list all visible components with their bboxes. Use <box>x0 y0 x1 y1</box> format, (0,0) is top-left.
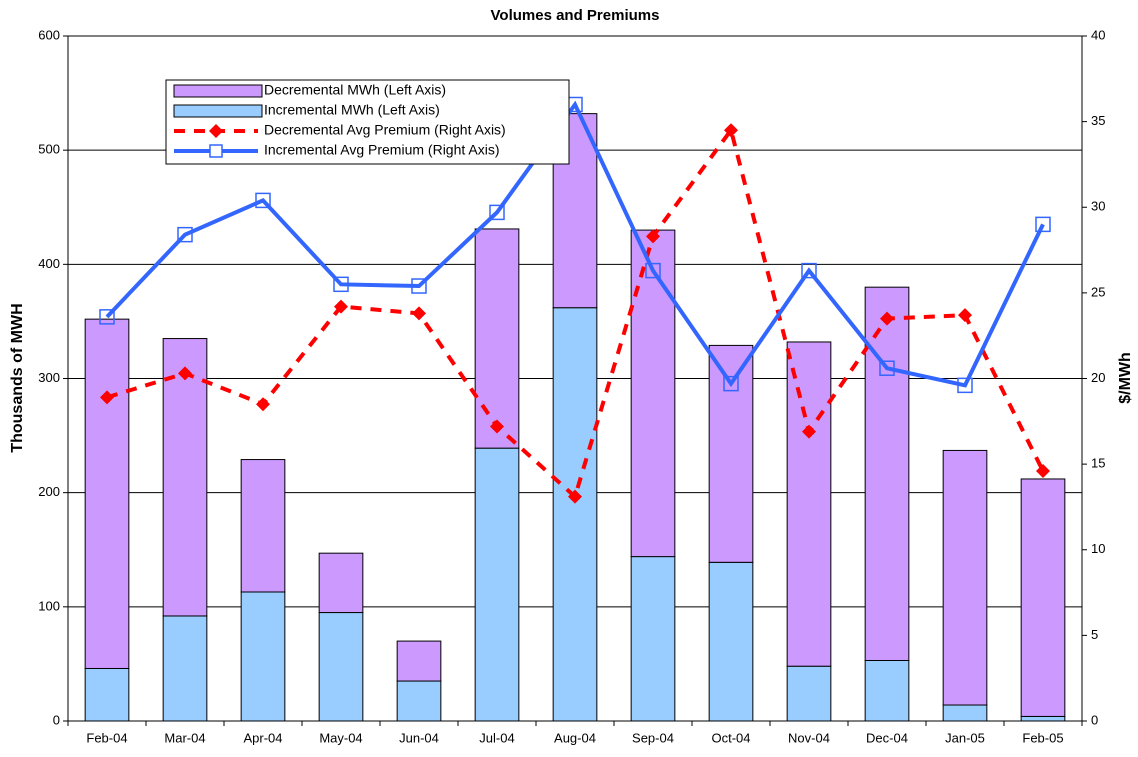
bar <box>942 704 988 722</box>
y-axis-title: Thousands of MWH <box>9 303 26 452</box>
marker <box>1036 463 1050 478</box>
bar <box>630 556 676 722</box>
x-tick-label: Dec-04 <box>866 730 908 745</box>
marker <box>334 299 348 314</box>
x-tick-label: Aug-04 <box>554 730 596 745</box>
x-tick-label: Jan-05 <box>945 730 985 745</box>
marker <box>802 424 816 439</box>
bar <box>630 229 676 558</box>
marker <box>412 306 426 321</box>
bar <box>396 680 442 722</box>
y2-axis-title: $/MWh <box>1117 352 1134 404</box>
y2-tick-label: 20 <box>1091 370 1105 385</box>
y-tick-label: 100 <box>38 598 60 613</box>
y-tick-label: 200 <box>38 484 60 499</box>
bar <box>708 344 754 563</box>
y-tick-label: 600 <box>38 27 60 42</box>
y-tick-label: 500 <box>38 142 60 157</box>
bar <box>786 341 832 667</box>
bar <box>162 338 208 617</box>
x-tick-label: Oct-04 <box>711 730 750 745</box>
bar <box>240 591 286 722</box>
x-tick-label: Apr-04 <box>243 730 282 745</box>
legend-marker <box>209 144 223 158</box>
marker <box>333 276 349 293</box>
y-tick-label: 400 <box>38 256 60 271</box>
x-tick-label: Sep-04 <box>632 730 674 745</box>
legend: Decremental MWh (Left Axis) Incremental M… <box>165 79 570 165</box>
marker <box>489 204 505 221</box>
bar <box>552 307 598 722</box>
marker <box>178 366 192 381</box>
marker <box>1035 216 1051 233</box>
x-tick-label: Feb-04 <box>86 730 127 745</box>
marker <box>645 262 661 279</box>
bar <box>864 659 910 722</box>
marker <box>256 397 270 412</box>
bar <box>864 286 910 661</box>
y2-tick-label: 25 <box>1091 284 1105 299</box>
marker <box>646 229 660 244</box>
y2-tick-label: 10 <box>1091 541 1105 556</box>
bar <box>1020 478 1066 717</box>
x-tick-label: Mar-04 <box>164 730 205 745</box>
x-tick-label: Jul-04 <box>479 730 514 745</box>
marker <box>99 309 115 325</box>
marker <box>177 226 193 243</box>
bar <box>84 667 130 722</box>
bar <box>474 228 520 449</box>
legend-text: Incremental MWh (Left Axis) <box>264 102 440 118</box>
legend-marker <box>209 124 223 138</box>
marker <box>958 308 972 323</box>
marker <box>411 278 427 294</box>
bar <box>240 459 286 593</box>
legend-text: Decremental MWh (Left Axis) <box>264 82 446 98</box>
x-tick-label: Nov-04 <box>788 730 830 745</box>
bar <box>1020 715 1066 722</box>
bar <box>162 615 208 722</box>
y2-tick-label: 15 <box>1091 456 1105 471</box>
legend-swatch <box>173 104 263 118</box>
bar <box>552 113 598 309</box>
marker <box>879 360 895 376</box>
bar <box>786 665 832 722</box>
marker <box>100 390 114 405</box>
marker <box>801 262 817 279</box>
x-tick-label: Feb-05 <box>1022 730 1063 745</box>
legend-text: Decremental Avg Premium (Right Axis) <box>264 122 506 138</box>
y2-tick-label: 40 <box>1091 27 1105 42</box>
y2-tick-label: 0 <box>1091 712 1098 727</box>
x-tick-label: Jun-04 <box>399 730 439 745</box>
y-tick-label: 0 <box>53 712 60 727</box>
bar <box>396 640 442 682</box>
chart-title: Volumes and Premiums <box>491 7 660 24</box>
marker <box>724 123 738 138</box>
marker <box>723 375 739 392</box>
marker <box>490 419 504 434</box>
line <box>105 100 1045 388</box>
bar <box>474 447 520 722</box>
marker <box>568 489 582 504</box>
marker <box>957 377 973 394</box>
bar <box>708 561 754 722</box>
legend-text: Incremental Avg Premium (Right Axis) <box>264 142 500 158</box>
x-tick-label: May-04 <box>319 730 362 745</box>
bar <box>942 449 988 706</box>
marker <box>255 192 271 209</box>
y2-tick-label: 30 <box>1091 199 1105 214</box>
marker <box>880 311 894 326</box>
y2-tick-label: 5 <box>1091 627 1098 642</box>
bar <box>84 318 130 669</box>
bar <box>318 552 364 614</box>
y2-tick-label: 35 <box>1091 113 1105 128</box>
y-tick-label: 300 <box>38 370 60 385</box>
bar <box>318 612 364 722</box>
legend-swatch <box>173 84 263 98</box>
